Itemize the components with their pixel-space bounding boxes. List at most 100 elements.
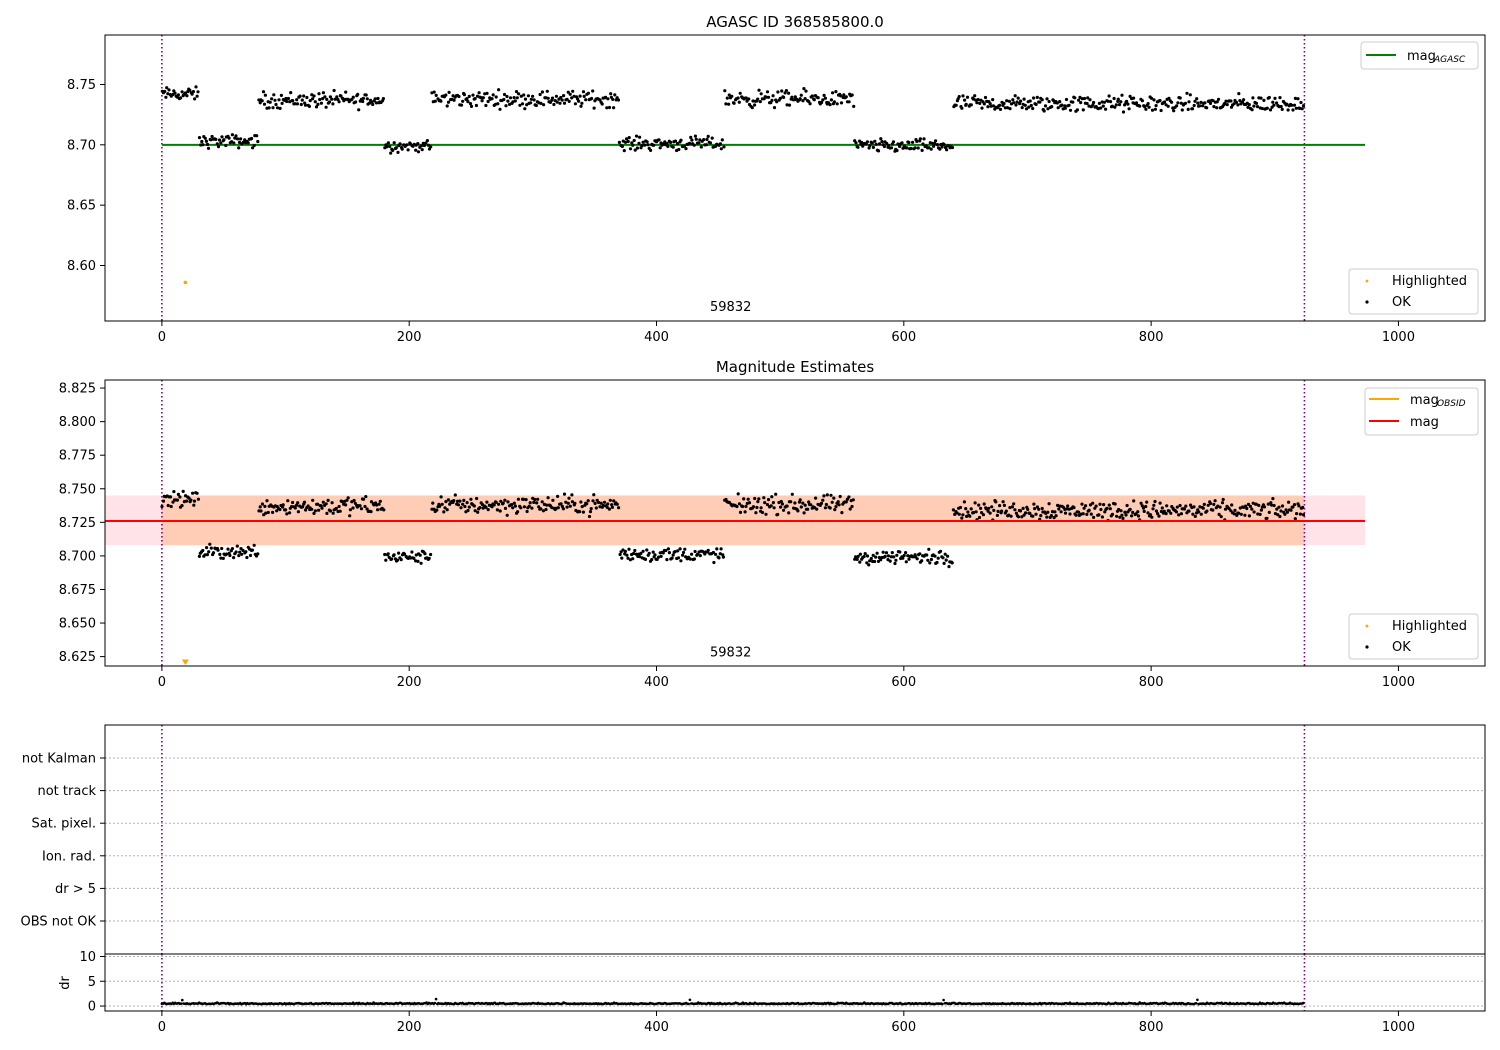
data-point-ok bbox=[918, 552, 922, 556]
data-point-ok bbox=[293, 102, 297, 106]
data-point-ok bbox=[531, 94, 535, 98]
data-point-ok bbox=[429, 145, 433, 149]
data-point-ok bbox=[615, 502, 619, 506]
data-point-ok bbox=[1043, 104, 1048, 108]
data-point-ok bbox=[373, 97, 377, 101]
data-point-ok bbox=[870, 141, 874, 145]
data-point-ok bbox=[270, 97, 274, 101]
data-point-ok bbox=[704, 143, 708, 147]
data-point-ok bbox=[718, 552, 722, 556]
data-point-ok bbox=[381, 97, 385, 101]
data-point-ok bbox=[715, 547, 719, 551]
data-point-ok bbox=[1269, 503, 1274, 507]
data-point-ok bbox=[625, 553, 629, 557]
data-point-ok bbox=[383, 552, 387, 557]
data-point-ok bbox=[181, 489, 185, 493]
data-point-ok bbox=[275, 106, 280, 110]
data-point-ok bbox=[505, 94, 509, 99]
data-point-ok bbox=[304, 508, 308, 512]
data-point-ok bbox=[886, 554, 891, 558]
data-point-ok bbox=[446, 498, 450, 502]
data-point-ok bbox=[942, 143, 946, 147]
data-point-ok bbox=[1220, 501, 1225, 505]
panel-2-legend-upper: mag OBSID mag bbox=[1364, 387, 1479, 436]
data-point-ok bbox=[896, 142, 900, 146]
data-point-ok bbox=[961, 94, 965, 98]
data-point-ok bbox=[439, 495, 443, 499]
data-point-ok bbox=[634, 552, 638, 556]
data-point-ok bbox=[855, 557, 859, 562]
data-point-ok bbox=[1081, 512, 1085, 516]
data-point-ok bbox=[1112, 96, 1116, 101]
data-point-ok bbox=[898, 550, 902, 554]
data-point-ok bbox=[1005, 99, 1009, 103]
data-point-ok bbox=[617, 140, 622, 144]
data-point-ok bbox=[992, 508, 996, 512]
data-point-ok bbox=[867, 563, 871, 567]
data-point-ok bbox=[1165, 504, 1169, 508]
data-point-ok bbox=[823, 506, 828, 510]
data-point-ok bbox=[1291, 505, 1295, 509]
panel-2-plot: 59832 bbox=[105, 380, 1366, 666]
data-point-ok bbox=[374, 101, 378, 105]
data-point-ok bbox=[1175, 505, 1179, 509]
data-point-ok bbox=[936, 556, 940, 560]
data-point-ok bbox=[774, 492, 778, 496]
data-point-ok bbox=[1267, 95, 1271, 100]
data-point-ok bbox=[1258, 512, 1262, 517]
data-point-ok bbox=[466, 100, 470, 104]
data-point-ok bbox=[577, 99, 581, 103]
data-point-ok bbox=[1121, 516, 1125, 521]
data-point-ok bbox=[185, 94, 189, 98]
data-point-ok bbox=[714, 552, 718, 557]
data-point-ok bbox=[459, 103, 464, 107]
data-point-ok bbox=[351, 95, 355, 99]
data-point-ok bbox=[191, 491, 195, 495]
x-tick-label: 400 bbox=[644, 675, 669, 690]
data-point-ok bbox=[1016, 96, 1020, 100]
data-point-ok bbox=[465, 501, 469, 505]
data-point-ok bbox=[1152, 98, 1156, 102]
data-point-ok bbox=[1085, 512, 1089, 517]
data-point-ok bbox=[1055, 101, 1059, 105]
data-point-ok bbox=[474, 103, 478, 108]
data-point-ok bbox=[1184, 504, 1188, 508]
data-point-ok bbox=[160, 504, 164, 509]
data-point-ok bbox=[540, 500, 544, 504]
data-point-ok bbox=[819, 501, 824, 505]
data-point-ok bbox=[884, 551, 889, 555]
data-point-ok bbox=[209, 138, 213, 142]
data-point-ok bbox=[723, 89, 727, 93]
data-point-ok bbox=[234, 550, 238, 554]
data-point-ok bbox=[354, 100, 358, 104]
data-point-ok bbox=[868, 559, 872, 563]
data-point-ok bbox=[698, 138, 702, 142]
data-point-ok bbox=[831, 91, 835, 95]
data-point-ok bbox=[928, 141, 932, 145]
data-point-ok bbox=[1052, 516, 1056, 520]
data-point-ok bbox=[617, 506, 621, 510]
data-point-ok bbox=[724, 102, 728, 106]
data-point-ok bbox=[1262, 505, 1267, 509]
data-point-ok bbox=[766, 498, 771, 502]
data-point-ok bbox=[822, 93, 826, 97]
data-point-ok bbox=[1148, 513, 1153, 517]
data-point-ok bbox=[491, 93, 495, 97]
data-point-ok bbox=[865, 561, 869, 565]
data-point-ok bbox=[1252, 510, 1256, 514]
data-point-ok bbox=[310, 507, 314, 511]
data-point-ok bbox=[821, 498, 825, 502]
data-point-ok bbox=[801, 501, 805, 505]
data-point-ok bbox=[887, 143, 891, 147]
x-tick-label: 200 bbox=[397, 330, 422, 345]
data-point-ok bbox=[410, 550, 414, 554]
data-point-ok bbox=[298, 94, 302, 98]
dr-point bbox=[433, 1001, 437, 1005]
data-point-ok bbox=[382, 508, 386, 512]
data-point-ok bbox=[946, 554, 950, 558]
data-point-ok bbox=[293, 506, 297, 510]
data-point-ok bbox=[1142, 509, 1146, 513]
y-tick-label: 8.775 bbox=[59, 449, 96, 464]
data-point-ok bbox=[416, 559, 420, 564]
data-point-ok bbox=[285, 512, 289, 516]
